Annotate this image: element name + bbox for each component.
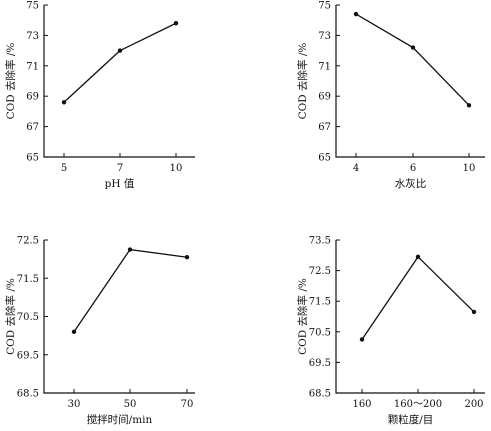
y-tick-label: 75 [26,1,39,12]
x-tick-label: 5 [61,163,67,174]
series-line [361,255,475,340]
x-axis-label: 颗粒度/目 [388,413,434,426]
axis-lines [335,5,485,158]
x-axis-label: pH 值 [105,177,135,190]
x-tick-label: 6 [410,163,416,174]
x-tick-label: 160～200 [394,399,442,410]
x-axis-label: 搅拌时间/min [87,413,153,426]
series-line [73,248,188,333]
y-tick-label: 73.5 [309,236,331,247]
y-tick-label: 67 [318,122,331,133]
y-axis-label: COD 去除率 /% [296,43,309,120]
y-tick-label: 67 [26,122,39,133]
chart-panel-2: 65 67 69 71 73 75 4 6 10 水灰比 COD 去除率 /% [296,1,485,190]
y-tick-label: 72.5 [309,266,331,277]
y-axis-label: COD 去除率 /% [296,278,309,355]
data-point [353,11,359,17]
y-tick-label: 71.5 [309,297,331,308]
y-tick-label: 65 [318,153,331,164]
y-tick-label: 71 [318,61,331,72]
chart-panel-4: 68.5 69.5 70.5 71.5 72.5 73.5 160 160～200 200 颗粒度… [296,236,485,426]
chart-panel-1: 65 67 69 71 73 75 5 7 10 pH 值 COD 去除率 /% [4,1,195,190]
data-point [71,329,77,334]
data-point [127,247,133,252]
x-tick-label: 160 [352,399,371,410]
x-tick-label: 30 [68,399,81,410]
y-tick-label: 69.5 [17,350,39,361]
series-line [63,22,177,103]
data-point [471,309,477,315]
x-tick-label: 50 [124,399,137,410]
y-tick-label: 69 [26,92,39,103]
x-tick-label: 10 [463,163,476,174]
y-tick-label: 68.5 [309,389,331,400]
y-axis-label: COD 去除率 /% [4,43,17,120]
data-point [410,45,416,50]
data-point [466,103,472,108]
axis-lines [43,240,195,394]
y-tick-label: 71.5 [17,274,39,285]
data-point [184,255,190,260]
y-tick-label: 70.5 [17,312,39,323]
x-tick-label: 200 [464,399,483,410]
axis-lines [335,240,485,394]
series-line [355,13,470,106]
y-tick-label: 73 [26,31,39,42]
y-tick-label: 68.5 [17,389,39,400]
data-point [415,254,421,260]
y-tick-label: 75 [318,1,331,12]
x-axis-label: 水灰比 [395,177,427,190]
x-tick-label: 7 [117,163,123,174]
y-tick-label: 73 [318,31,331,42]
x-tick-label: 10 [170,163,183,174]
y-tick-label: 65 [26,153,39,164]
axis-lines [43,5,195,158]
y-tick-label: 69.5 [309,358,331,369]
data-point [359,337,365,342]
y-tick-label: 70.5 [309,327,331,338]
data-point [61,100,67,105]
y-axis-label: COD 去除率 /% [4,278,17,355]
x-tick-label: 70 [181,399,194,410]
data-point [173,21,179,26]
chart-panel-3: 68.5 69.5 70.5 71.5 72.5 30 50 70 搅拌时间/min COD 去除… [4,236,195,426]
data-point [117,48,123,53]
y-tick-label: 71 [26,61,39,72]
x-tick-label: 4 [353,163,359,174]
y-tick-label: 69 [318,92,331,103]
y-tick-label: 72.5 [17,236,39,247]
